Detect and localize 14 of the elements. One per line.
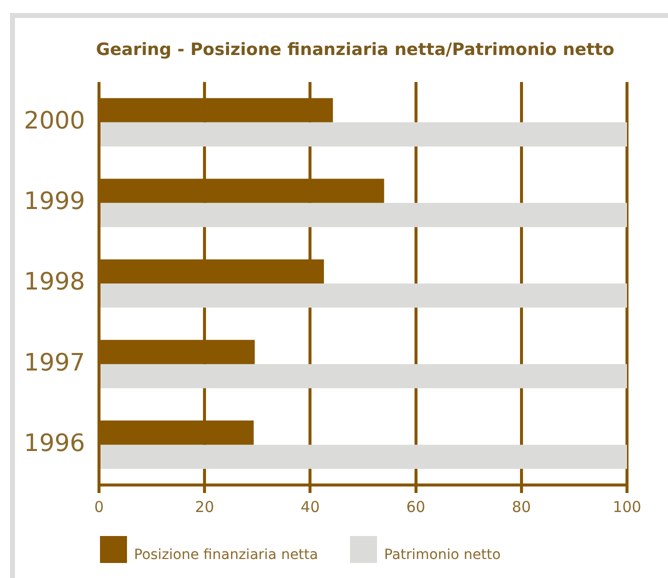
y-tick-label: 1997 bbox=[24, 348, 85, 376]
y-tick-label: 2000 bbox=[24, 106, 85, 135]
x-tick-label: 80 bbox=[512, 498, 531, 516]
legend-label: Patrimonio netto bbox=[384, 547, 501, 563]
y-tick-label: 1996 bbox=[24, 428, 85, 457]
x-tick-label: 100 bbox=[612, 498, 642, 516]
y-tick-label: 1998 bbox=[24, 268, 85, 296]
legend-label: Posizione finanziaria netta bbox=[134, 547, 318, 563]
x-tick-label: 40 bbox=[300, 498, 320, 516]
x-tick-label: 60 bbox=[406, 498, 426, 516]
x-tick-label: 20 bbox=[195, 498, 214, 516]
chart-title: Gearing - Posizione finanziaria netta/Patrimonio netto bbox=[96, 40, 614, 60]
y-tick-label: 1999 bbox=[24, 187, 85, 216]
x-tick-label: 0 bbox=[94, 498, 104, 516]
